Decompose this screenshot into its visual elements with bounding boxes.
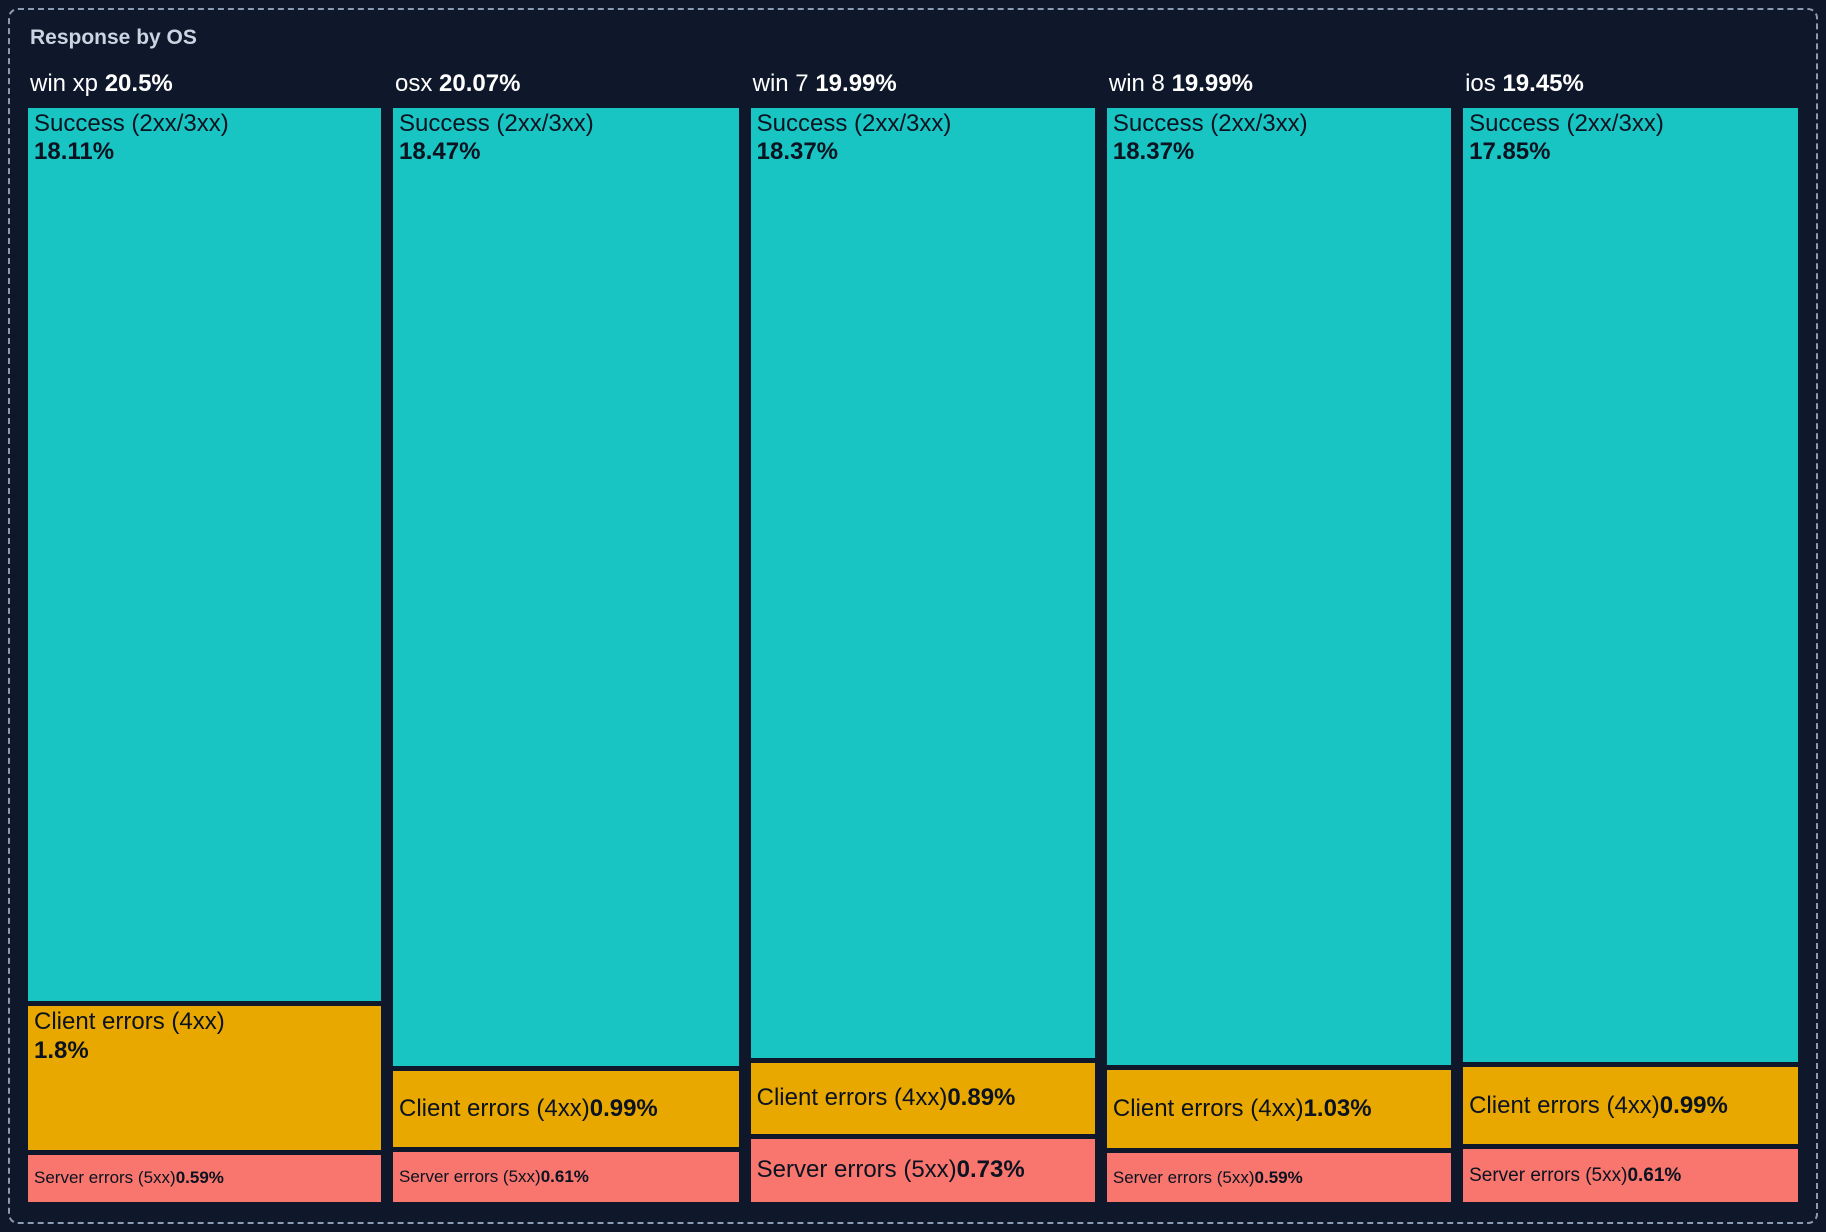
os-column-header: win 7 19.99% [751,70,1095,108]
segment-label: Success (2xx/3xx) [34,109,229,137]
os-total-percent: 20.5% [104,70,173,97]
segment-percent: 0.59% [1254,1167,1303,1187]
segment-success[interactable]: Success (2xx/3xx) 17.85% [1463,107,1799,1062]
segment-stack: Success (2xx/3xx) 18.37% Client errors (4x… [1106,107,1452,1202]
segment-client-errors[interactable]: Client errors (4xx) 0.99% [1463,1066,1799,1145]
segment-success[interactable]: Success (2xx/3xx) 18.37% [750,107,1095,1058]
os-label: ios [1465,70,1503,97]
segment-percent: 0.61% [1627,1164,1682,1186]
segment-stack: Success (2xx/3xx) 18.11% Client errors (4x… [28,107,382,1202]
segment-percent: 17.85% [1469,138,1551,166]
segment-client-errors[interactable]: Client errors (4xx) 0.99% [393,1071,739,1148]
segment-percent: 18.11% [34,138,115,166]
segment-percent: 0.99% [589,1095,658,1123]
segment-label: Client errors (4xx) [1112,1095,1304,1123]
segment-server-errors[interactable]: Server errors (5xx) 0.61% [393,1152,739,1202]
os-column-win-xp: win xp 20.5% Success (2xx/3xx) 18.11% Clien… [28,70,382,1202]
segment-server-errors[interactable]: Server errors (5xx) 0.73% [750,1138,1095,1202]
segment-label: Client errors (4xx) [34,1008,225,1036]
segment-client-errors[interactable]: Client errors (4xx) 1.8% [28,1006,382,1150]
segment-percent: 0.89% [947,1084,1016,1112]
segment-percent: 18.37% [756,138,839,166]
segment-stack: Success (2xx/3xx) 18.37% Client errors (4x… [750,107,1095,1202]
segment-stack: Success (2xx/3xx) 18.47% Client errors (4x… [393,107,739,1202]
segment-server-errors[interactable]: Server errors (5xx) 0.59% [1106,1153,1452,1202]
segment-label: Client errors (4xx) [1469,1091,1660,1119]
os-total-percent: 20.07% [439,70,521,97]
segment-server-errors[interactable]: Server errors (5xx) 0.61% [1463,1149,1799,1202]
segment-label: Success (2xx/3xx) [1469,109,1664,137]
os-label: win 7 [752,70,816,97]
os-column-ios: ios 19.45% Success (2xx/3xx) 17.85% Client … [1463,70,1799,1202]
segment-percent: 18.37% [1112,138,1195,166]
segment-label: Server errors (5xx) [34,1168,176,1188]
os-total-percent: 19.45% [1502,70,1584,97]
os-total-percent: 19.99% [815,70,897,97]
segment-percent: 0.99% [1659,1091,1728,1119]
os-column-win-7: win 7 19.99% Success (2xx/3xx) 18.37% Clien… [750,70,1095,1202]
os-column-osx: osx 20.07% Success (2xx/3xx) 18.47% Client … [393,70,739,1202]
segment-percent: 0.73% [956,1156,1025,1184]
segment-client-errors[interactable]: Client errors (4xx) 0.89% [750,1062,1095,1134]
segment-label: Server errors (5xx) [399,1167,541,1187]
segment-label: Client errors (4xx) [399,1095,590,1123]
os-label: osx [395,70,440,97]
segment-stack: Success (2xx/3xx) 17.85% Client errors (4x… [1463,107,1799,1202]
os-column-header: win 8 19.99% [1107,70,1451,108]
segment-percent: 1.03% [1303,1095,1372,1123]
segment-success[interactable]: Success (2xx/3xx) 18.37% [1106,107,1452,1065]
panel-title: Response by OS [30,26,197,49]
segment-success[interactable]: Success (2xx/3xx) 18.11% [28,107,382,1002]
segment-percent: 18.47% [399,138,481,166]
segment-label: Success (2xx/3xx) [399,109,594,137]
segment-success[interactable]: Success (2xx/3xx) 18.47% [393,107,739,1067]
icicle-chart: win xp 20.5% Success (2xx/3xx) 18.11% Clien… [28,70,1799,1202]
segment-label: Success (2xx/3xx) [756,109,952,137]
segment-label: Server errors (5xx) [756,1156,957,1184]
segment-percent: 0.61% [540,1167,589,1187]
segment-percent: 0.59% [175,1168,224,1188]
segment-label: Server errors (5xx) [1469,1164,1628,1186]
os-label: win xp [30,70,105,97]
os-column-header: osx 20.07% [393,70,739,108]
response-by-os-panel: Response by OS win xp 20.5% Success (2xx/… [8,8,1818,1224]
os-total-percent: 19.99% [1171,70,1253,97]
segment-client-errors[interactable]: Client errors (4xx) 1.03% [1106,1069,1452,1149]
os-column-win-8: win 8 19.99% Success (2xx/3xx) 18.37% Clien… [1106,70,1452,1202]
segment-label: Client errors (4xx) [756,1084,948,1112]
os-column-header: win xp 20.5% [28,70,381,108]
segment-label: Success (2xx/3xx) [1112,109,1308,137]
os-column-header: ios 19.45% [1463,70,1798,108]
os-label: win 8 [1108,70,1172,97]
segment-server-errors[interactable]: Server errors (5xx) 0.59% [28,1154,382,1202]
segment-percent: 1.8% [34,1036,89,1064]
segment-label: Server errors (5xx) [1112,1167,1255,1187]
